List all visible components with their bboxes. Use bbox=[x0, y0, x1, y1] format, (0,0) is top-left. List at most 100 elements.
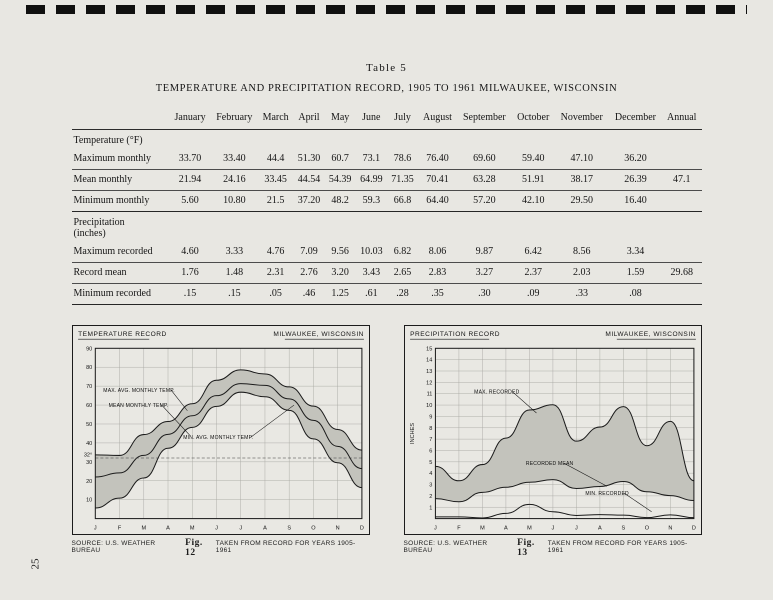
svg-text:6: 6 bbox=[429, 448, 432, 454]
svg-text:J: J bbox=[575, 525, 578, 531]
table-cell: 3.33 bbox=[225, 246, 244, 257]
table-cell: 1.48 bbox=[225, 267, 244, 278]
temperature-chart: TEMPERATURE RECORD MILWAUKEE, WISCONSIN 32… bbox=[78, 331, 364, 531]
table-cell bbox=[662, 242, 702, 263]
table-row: Minimum monthly 5.60 10.80 21.5 37.20 48.2 59.… bbox=[71, 190, 702, 211]
column-header: July bbox=[394, 111, 411, 123]
table-cell: 16.40 bbox=[624, 195, 647, 206]
table-cell: .15 bbox=[183, 288, 197, 299]
table-cell: 24.16 bbox=[223, 174, 246, 185]
svg-text:M: M bbox=[189, 525, 194, 531]
svg-text:J: J bbox=[215, 525, 218, 531]
page-number: 25 bbox=[29, 558, 42, 570]
table-cell: 1.76 bbox=[181, 267, 199, 278]
chart-note: TAKEN FROM RECORD FOR YEARS 1905-1961 bbox=[215, 540, 356, 555]
table-cell: 6.42 bbox=[524, 246, 542, 257]
svg-text:J: J bbox=[434, 525, 437, 531]
svg-text:N: N bbox=[668, 525, 672, 531]
svg-text:10: 10 bbox=[426, 403, 432, 409]
svg-text:2: 2 bbox=[429, 493, 432, 499]
table-cell: .08 bbox=[629, 288, 642, 299]
table-cell: 33.70 bbox=[178, 153, 202, 164]
table-cell: 51.30 bbox=[297, 153, 321, 164]
svg-text:50: 50 bbox=[86, 422, 92, 428]
svg-text:S: S bbox=[621, 525, 625, 531]
table-cell: 59.3 bbox=[362, 195, 381, 206]
table-cell: 76.40 bbox=[426, 153, 449, 164]
table-cell: 8.56 bbox=[572, 246, 591, 257]
svg-text:MAX. AVG. MONTHLY TEMP.: MAX. AVG. MONTHLY TEMP. bbox=[103, 387, 174, 393]
svg-text:MIN. AVG. MONTHLY TEMP.: MIN. AVG. MONTHLY TEMP. bbox=[183, 435, 253, 441]
svg-text:5: 5 bbox=[429, 459, 432, 465]
table-cell: 26.39 bbox=[624, 174, 647, 185]
table-cell: 2.31 bbox=[266, 267, 285, 278]
svg-text:J: J bbox=[239, 525, 242, 531]
table-cell: 9.87 bbox=[475, 246, 494, 257]
svg-text:8: 8 bbox=[429, 425, 432, 431]
precipitation-chart-frame: PRECIPITATION RECORD MILWAUKEE, WISCONSIN… bbox=[403, 324, 702, 536]
table-cell: .35 bbox=[431, 288, 444, 299]
svg-text:J: J bbox=[93, 525, 96, 531]
table-cell: 2.03 bbox=[572, 267, 591, 278]
svg-text:M: M bbox=[141, 525, 146, 531]
table-cell: 37.20 bbox=[297, 195, 321, 206]
figure-label: Fig. 13 bbox=[517, 538, 535, 559]
column-header: November bbox=[560, 111, 603, 123]
svg-text:MEAN MONTHLY TEMP.: MEAN MONTHLY TEMP. bbox=[108, 402, 168, 408]
svg-text:80: 80 bbox=[86, 365, 92, 371]
table-row: Maximum monthly 33.70 33.40 44.4 51.30 60.7 73… bbox=[71, 149, 702, 170]
svg-text:INCHES: INCHES bbox=[410, 422, 416, 443]
table-cell: 47.1 bbox=[673, 174, 691, 185]
svg-text:70: 70 bbox=[86, 384, 92, 390]
table-row: Record mean 1.76 1.48 2.31 2.76 3.20 3.43 2.65 2… bbox=[71, 262, 702, 283]
table-cell: 60.7 bbox=[331, 153, 349, 164]
table-head-row: January February March April May June July Augu… bbox=[71, 107, 702, 129]
svg-text:M: M bbox=[480, 525, 485, 531]
table-cell: 1.25 bbox=[331, 288, 349, 299]
table-cell: .61 bbox=[365, 288, 378, 299]
table-cell: .05 bbox=[269, 288, 282, 299]
table-cell: 36.20 bbox=[624, 153, 647, 164]
table-cell: 78.6 bbox=[393, 153, 412, 164]
column-header: April bbox=[298, 111, 320, 123]
column-header: October bbox=[517, 111, 550, 123]
table-cell: 38.17 bbox=[570, 174, 593, 185]
table-cell: 51.91 bbox=[521, 174, 545, 185]
svg-text:30: 30 bbox=[86, 459, 92, 465]
svg-text:60: 60 bbox=[86, 403, 92, 409]
table-cell: 71.35 bbox=[391, 174, 414, 185]
table-title: TEMPERATURE AND PRECIPITATION RECORD, 19… bbox=[155, 83, 618, 94]
table-cell: 33.45 bbox=[264, 174, 287, 185]
table-cell bbox=[662, 283, 702, 304]
table-cell: 4.76 bbox=[266, 246, 285, 257]
table-cell: .28 bbox=[396, 288, 409, 299]
temperature-caption-row: SOURCE: U.S. WEATHER BUREAU Fig. 12 TAKE… bbox=[72, 538, 370, 558]
svg-text:RECORDED MEAN: RECORDED MEAN bbox=[525, 461, 573, 467]
table-cell: 57.20 bbox=[473, 195, 496, 206]
svg-text:11: 11 bbox=[426, 391, 432, 397]
section-label-row: Precipitation (inches) bbox=[72, 211, 702, 242]
table-cell: .15 bbox=[228, 288, 241, 299]
binding-marks bbox=[26, 5, 747, 14]
column-header: Annual bbox=[667, 111, 697, 123]
svg-text:7: 7 bbox=[429, 437, 432, 443]
table-cell: 2.37 bbox=[524, 267, 542, 278]
column-header: December bbox=[614, 111, 656, 123]
svg-text:MILWAUKEE, WISCONSIN: MILWAUKEE, WISCONSIN bbox=[273, 331, 364, 338]
table-cell: 44.4 bbox=[266, 153, 285, 164]
table-cell: 21.94 bbox=[178, 174, 202, 185]
table-cell: 3.20 bbox=[331, 267, 349, 278]
section-label: Precipitation (inches) bbox=[73, 216, 125, 239]
figure-label: Fig. 12 bbox=[185, 538, 203, 559]
table-cell: .46 bbox=[302, 288, 316, 299]
column-header: September bbox=[462, 111, 506, 123]
column-header-empty bbox=[72, 107, 170, 129]
document-content: Table 5 TEMPERATURE AND PRECIPITATION RE… bbox=[71, 0, 702, 559]
row-label: Minimum recorded bbox=[73, 288, 151, 299]
table-cell: .33 bbox=[575, 288, 588, 299]
table-cell bbox=[662, 149, 702, 170]
svg-text:MILWAUKEE, WISCONSIN: MILWAUKEE, WISCONSIN bbox=[605, 331, 696, 338]
table-cell: 47.10 bbox=[570, 153, 593, 164]
svg-text:3: 3 bbox=[429, 482, 432, 488]
table-cell: 6.82 bbox=[393, 246, 412, 257]
